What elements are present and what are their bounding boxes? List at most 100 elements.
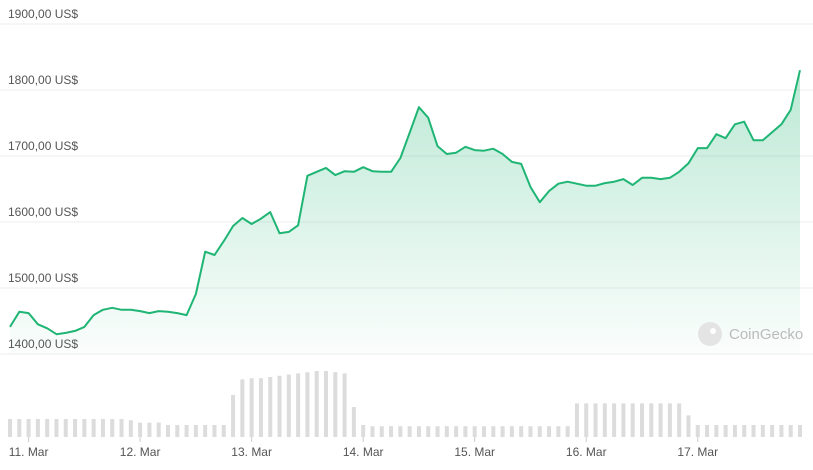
- volume-bar: [203, 425, 208, 437]
- volume-bar: [221, 425, 226, 437]
- volume-bar: [528, 426, 533, 437]
- volume-bar: [416, 426, 421, 437]
- volume-bar: [379, 426, 384, 437]
- y-tick-label: 1900,00 US$: [8, 7, 78, 21]
- volume-bar: [268, 377, 273, 437]
- volume-bar: [110, 419, 115, 437]
- volume-bar: [584, 403, 589, 437]
- x-tick-label: 16. Mar: [566, 445, 607, 459]
- volume-bar: [798, 425, 802, 437]
- volume-bar: [435, 426, 440, 437]
- watermark: CoinGecko: [698, 322, 803, 346]
- volume-bar: [286, 374, 291, 437]
- volume-bar: [537, 426, 542, 437]
- volume-bar: [454, 426, 459, 437]
- volume-bar: [147, 422, 152, 437]
- volume-bar: [742, 425, 747, 437]
- volume-bar: [314, 371, 319, 437]
- volume-bar: [35, 419, 40, 437]
- volume-bar: [370, 426, 375, 437]
- volume-bar: [389, 426, 394, 437]
- watermark-text: CoinGecko: [729, 326, 803, 343]
- volume-bar: [296, 373, 301, 437]
- volume-bar: [509, 426, 514, 437]
- volume-bar: [723, 425, 728, 437]
- volume-bar: [398, 426, 403, 437]
- y-tick-label: 1500,00 US$: [8, 271, 78, 285]
- volume-bar: [193, 425, 198, 437]
- volume-bar: [8, 419, 12, 437]
- volume-bar: [407, 426, 412, 437]
- volume-bar: [686, 415, 691, 437]
- volume-bar: [732, 425, 737, 437]
- volume-bar: [565, 426, 570, 437]
- volume-bar: [444, 426, 449, 437]
- volume-bar: [166, 425, 170, 437]
- volume-bar: [519, 426, 524, 437]
- y-tick-label: 1600,00 US$: [8, 205, 78, 219]
- volume-bar: [184, 425, 189, 437]
- x-tick-label: 11. Mar: [9, 445, 49, 459]
- x-tick-label: 17. Mar: [677, 445, 718, 459]
- volume-bar: [612, 403, 617, 437]
- volume-bar: [770, 425, 775, 437]
- x-tick-label: 14. Mar: [343, 445, 384, 459]
- volume-bar: [17, 419, 22, 437]
- volume-bar: [333, 372, 338, 437]
- x-tick-label: 15. Mar: [454, 445, 495, 459]
- volume-bar: [751, 425, 756, 437]
- volume-bar: [667, 403, 672, 437]
- volume-bar: [100, 419, 105, 437]
- volume-bar: [277, 375, 282, 437]
- volume-bar: [649, 403, 654, 437]
- price-line: [9, 69, 801, 336]
- volume-bar: [240, 379, 245, 437]
- volume-bar: [249, 378, 254, 437]
- volume-bar: [63, 419, 68, 437]
- volume-bar: [760, 425, 765, 437]
- volume-bar: [212, 425, 217, 437]
- volume-bar: [463, 426, 468, 437]
- volume-bar: [714, 425, 719, 437]
- volume-bar: [305, 372, 310, 437]
- volume-bar: [156, 422, 161, 437]
- volume-bar: [491, 426, 496, 437]
- volume-bar: [231, 395, 236, 437]
- x-tick-label: 12. Mar: [120, 445, 161, 459]
- volume-bar: [54, 419, 59, 437]
- volume-bar: [175, 425, 180, 437]
- x-tick-label: 13. Mar: [231, 445, 272, 459]
- volume-bar: [630, 403, 635, 437]
- volume-bar: [128, 420, 133, 437]
- volume-bar: [779, 425, 784, 437]
- volume-bar: [138, 422, 143, 437]
- volume-bar: [426, 426, 431, 437]
- y-tick-label: 1700,00 US$: [8, 139, 78, 153]
- volume-bar: [695, 425, 700, 437]
- volume-bar: [500, 426, 505, 437]
- volume-bar: [258, 378, 263, 437]
- volume-bar: [556, 426, 561, 437]
- volume-bar: [621, 403, 626, 437]
- volume-bar: [342, 373, 347, 437]
- volume-bar: [602, 403, 607, 437]
- volume-bar: [351, 407, 356, 437]
- volume-bar: [82, 419, 87, 437]
- volume-bar: [482, 426, 486, 437]
- volume-bar: [788, 425, 793, 437]
- volume-bar: [73, 419, 78, 437]
- volume-bar: [26, 419, 31, 437]
- volume-bar: [361, 425, 366, 437]
- volume-bar: [658, 403, 663, 437]
- volume-bar: [705, 425, 710, 437]
- volume-bar: [472, 426, 477, 437]
- volume-bar: [45, 419, 50, 437]
- volume-bar: [547, 426, 552, 437]
- y-tick-label: 1800,00 US$: [8, 73, 78, 87]
- volume-bar: [640, 403, 644, 437]
- volume-bar: [677, 403, 682, 437]
- volume-bar: [593, 403, 598, 437]
- volume-bar: [574, 403, 579, 437]
- volume-bar: [91, 419, 96, 437]
